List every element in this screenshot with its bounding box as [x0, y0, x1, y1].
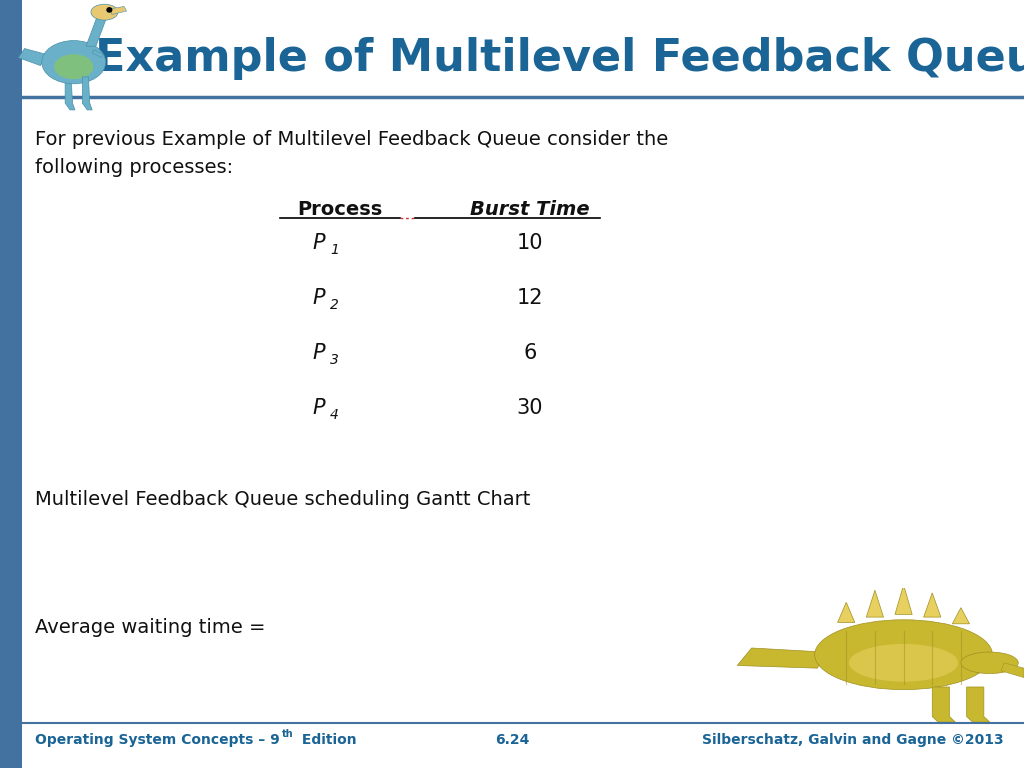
Text: 2: 2: [330, 298, 339, 312]
Polygon shape: [895, 585, 912, 614]
Polygon shape: [66, 81, 75, 110]
Polygon shape: [924, 593, 941, 617]
Ellipse shape: [54, 55, 93, 79]
Polygon shape: [92, 50, 103, 58]
Text: Operating System Concepts – 9: Operating System Concepts – 9: [35, 733, 280, 747]
Polygon shape: [111, 6, 127, 15]
Ellipse shape: [42, 41, 105, 84]
Text: Multilevel Feedback Queue scheduling Gantt Chart: Multilevel Feedback Queue scheduling Gan…: [35, 490, 530, 509]
Polygon shape: [866, 591, 884, 617]
Polygon shape: [932, 687, 955, 722]
Text: following processes:: following processes:: [35, 158, 233, 177]
Text: 6: 6: [523, 343, 537, 363]
Text: 10: 10: [517, 233, 544, 253]
Text: P: P: [312, 288, 325, 308]
Text: 4: 4: [330, 408, 339, 422]
Ellipse shape: [91, 4, 118, 20]
Bar: [0, 0, 22, 768]
Text: Example of Multilevel Feedback Queue: Example of Multilevel Feedback Queue: [95, 37, 1024, 80]
Polygon shape: [1001, 663, 1024, 677]
Polygon shape: [737, 648, 823, 668]
Polygon shape: [967, 687, 989, 722]
Polygon shape: [86, 17, 106, 46]
Text: 3: 3: [330, 353, 339, 367]
Text: For previous Example of Multilevel Feedback Queue consider the: For previous Example of Multilevel Feedb…: [35, 130, 669, 149]
Text: Silberschatz, Galvin and Gagne ©2013: Silberschatz, Galvin and Gagne ©2013: [702, 733, 1004, 747]
Circle shape: [106, 7, 113, 13]
Text: 30: 30: [517, 398, 544, 418]
Polygon shape: [18, 48, 45, 65]
Polygon shape: [952, 607, 970, 624]
Ellipse shape: [961, 652, 1018, 674]
Text: Burst Time: Burst Time: [470, 200, 590, 219]
Text: Edition: Edition: [297, 733, 356, 747]
Text: P: P: [312, 233, 325, 253]
Ellipse shape: [815, 620, 992, 690]
Text: P: P: [312, 398, 325, 418]
Polygon shape: [838, 602, 855, 622]
Text: 6.24: 6.24: [495, 733, 529, 747]
Polygon shape: [82, 77, 92, 110]
Text: th: th: [282, 729, 294, 739]
Text: 12: 12: [517, 288, 544, 308]
Text: P: P: [312, 343, 325, 363]
Text: Average waiting time =: Average waiting time =: [35, 618, 265, 637]
Text: Process: Process: [297, 200, 383, 219]
Text: 1: 1: [330, 243, 339, 257]
Ellipse shape: [849, 644, 958, 682]
